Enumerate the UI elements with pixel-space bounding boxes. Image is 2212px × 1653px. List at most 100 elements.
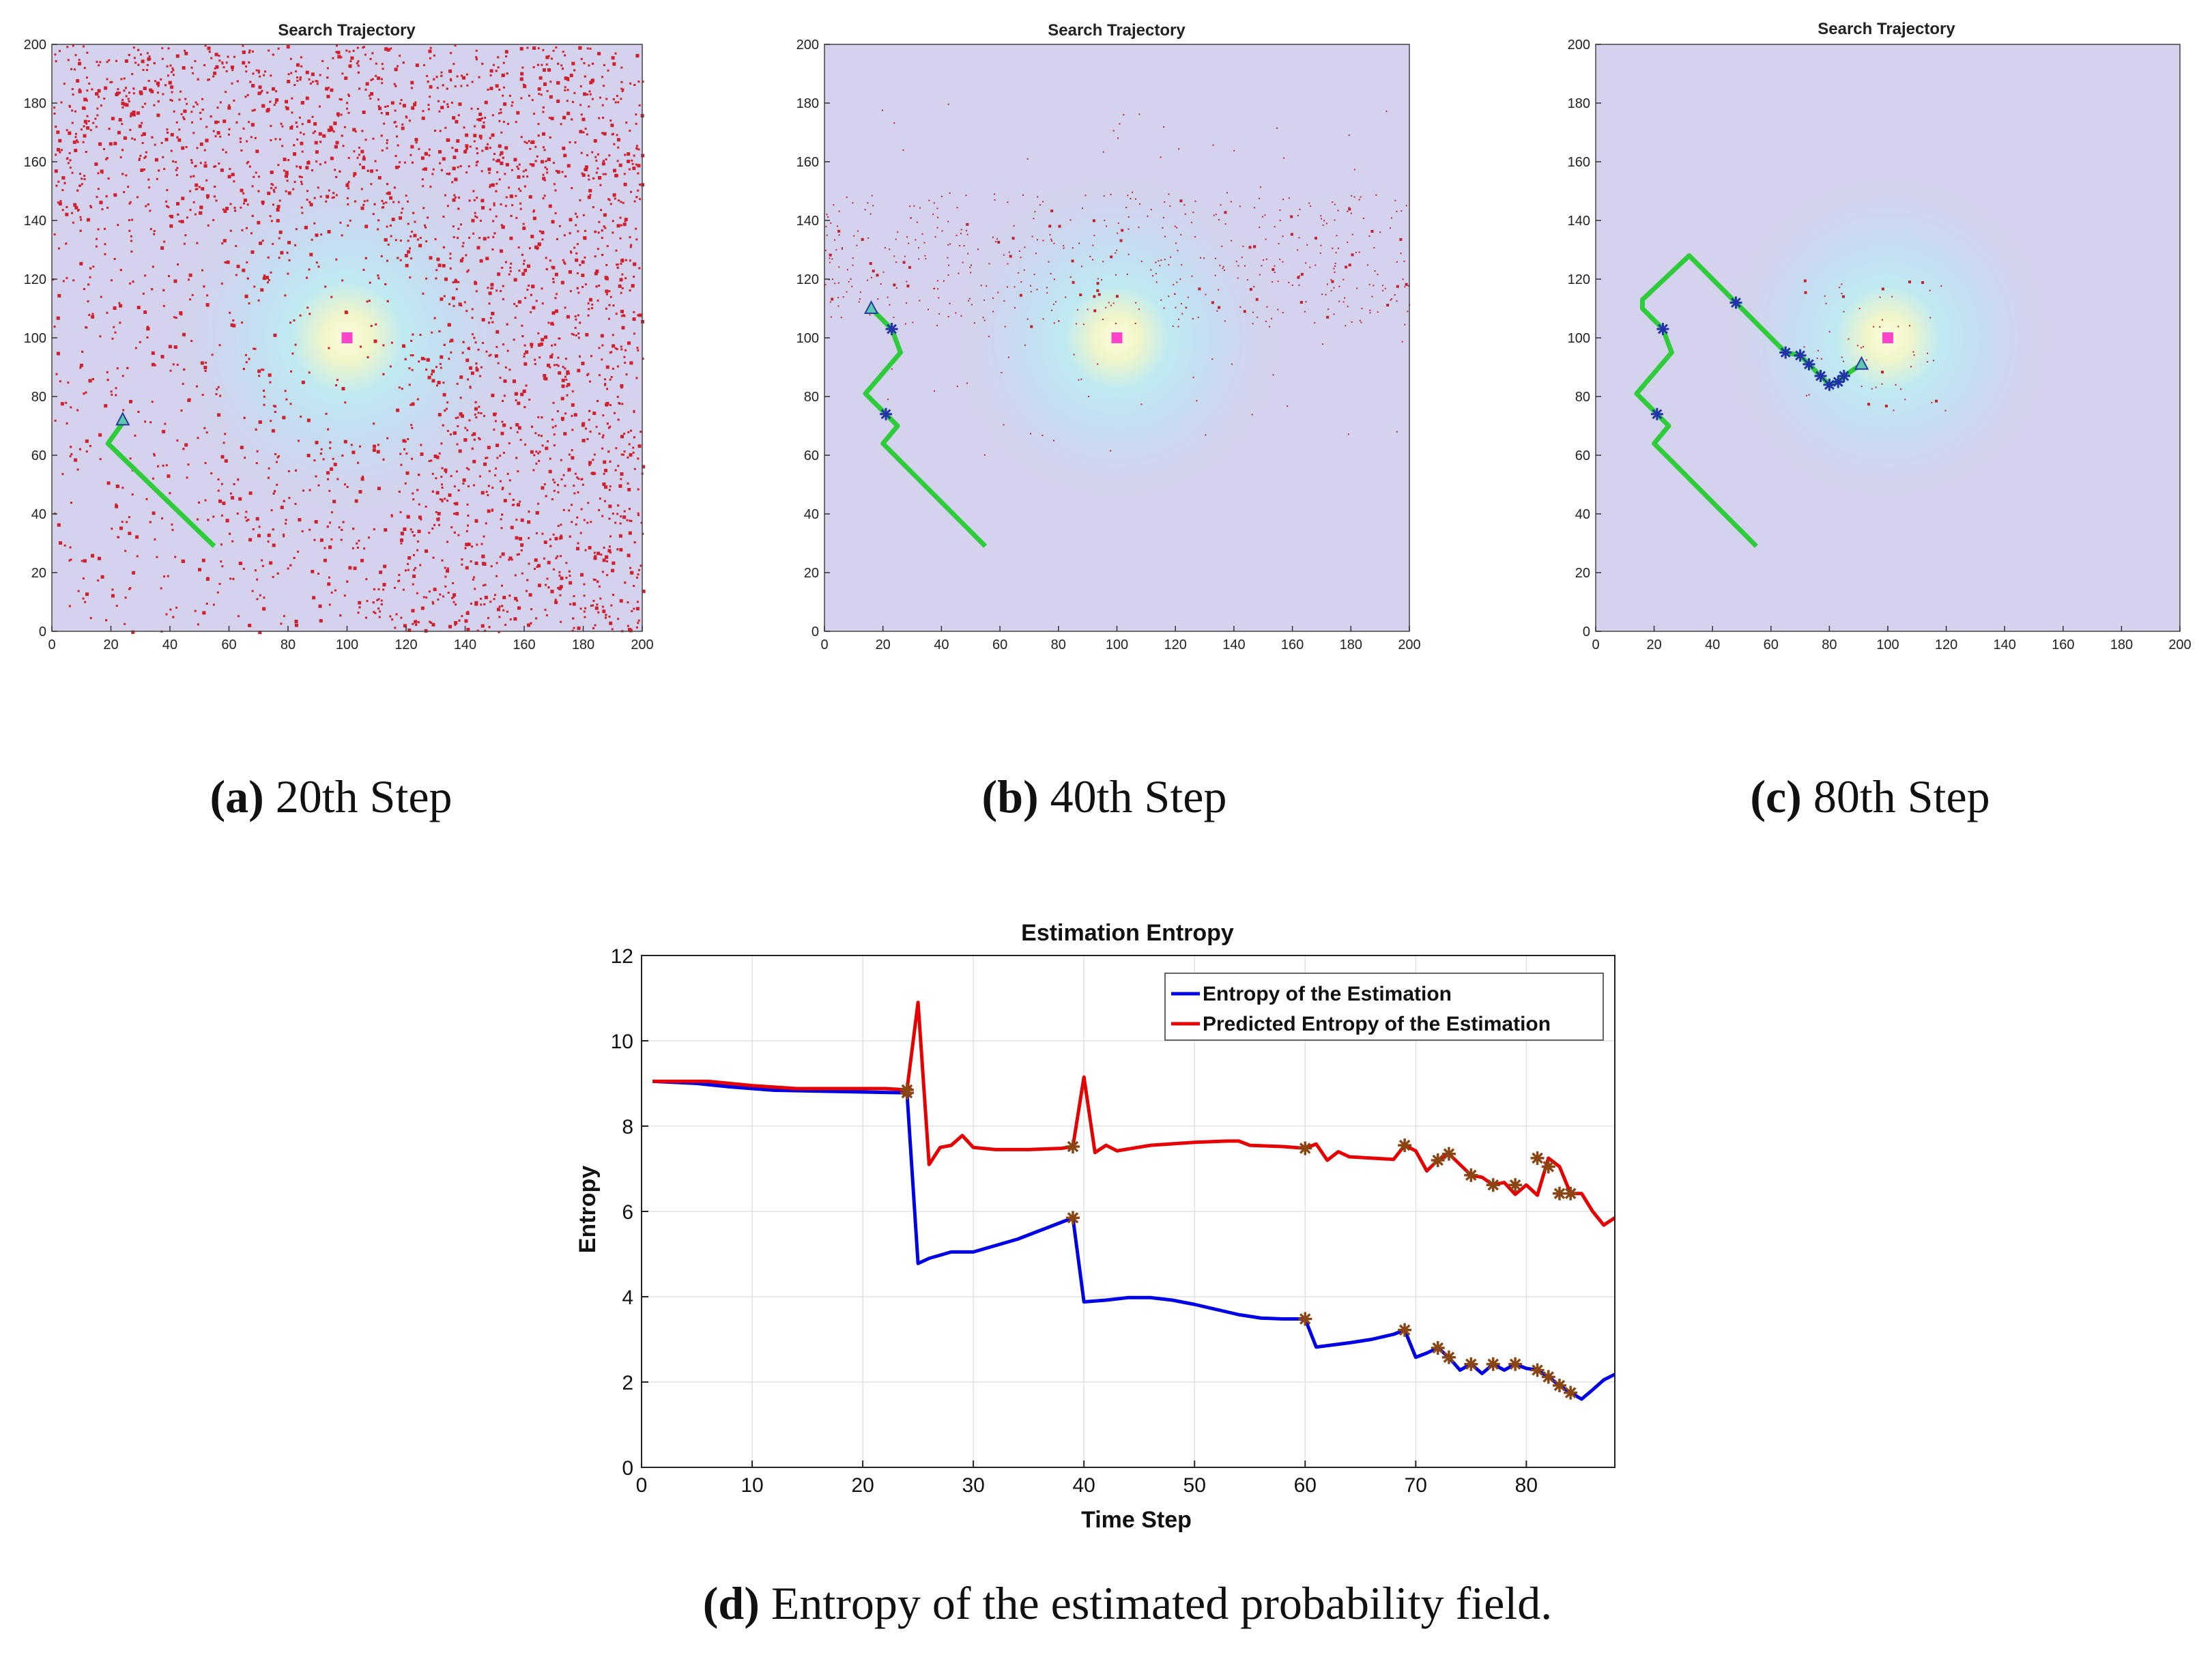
estimate-point — [500, 224, 503, 227]
estimate-point — [92, 121, 95, 124]
estimate-point — [257, 71, 260, 74]
estimate-point — [575, 258, 579, 262]
estimate-point — [341, 279, 344, 282]
estimate-point — [106, 379, 109, 382]
x-tick-label: 20 — [103, 637, 118, 652]
estimate-point — [341, 134, 343, 137]
estimate-point — [115, 485, 119, 489]
estimate-point — [284, 294, 287, 297]
estimate-point — [168, 81, 172, 85]
estimate-point — [584, 283, 587, 286]
estimate-point — [435, 511, 437, 513]
estimate-point — [99, 201, 103, 205]
estimate-point — [558, 586, 562, 590]
estimate-point — [1272, 281, 1274, 283]
estimate-point — [545, 495, 547, 498]
estimate-point — [421, 178, 424, 181]
estimate-point — [377, 274, 379, 277]
estimate-point — [635, 607, 640, 611]
estimate-point — [475, 49, 478, 52]
estimate-point — [592, 177, 595, 179]
estimate-point — [129, 399, 133, 403]
estimate-point — [859, 298, 861, 300]
estimate-point — [506, 610, 508, 613]
estimate-point — [564, 485, 566, 487]
estimate-point — [534, 432, 537, 435]
estimate-point — [257, 299, 260, 302]
estimate-point — [128, 91, 130, 94]
estimate-point — [478, 113, 483, 117]
estimate-point — [105, 195, 108, 198]
estimate-point — [480, 412, 483, 415]
estimate-point — [100, 169, 104, 173]
estimate-point — [56, 316, 60, 320]
estimate-point — [472, 484, 475, 487]
estimate-point — [221, 242, 224, 245]
estimate-point — [571, 449, 573, 452]
estimate-point — [116, 367, 119, 370]
estimate-point — [1211, 358, 1213, 360]
estimate-point — [499, 249, 503, 253]
estimate-point — [242, 61, 246, 65]
estimate-point — [594, 624, 597, 627]
estimate-point — [1253, 286, 1255, 288]
estimate-point — [545, 55, 549, 59]
measurement-star — [1779, 346, 1792, 359]
estimate-point — [497, 272, 501, 276]
estimate-point — [453, 601, 455, 603]
estimate-point — [994, 241, 996, 243]
estimate-point — [566, 370, 570, 374]
estimate-point — [248, 302, 250, 305]
estimate-point — [111, 337, 114, 340]
estimate-point — [460, 414, 464, 418]
estimate-point — [128, 532, 132, 536]
estimate-point — [414, 101, 417, 104]
estimate-point — [601, 76, 604, 78]
panel-b-title: Search Trajectory — [1048, 21, 1186, 40]
estimate-point — [642, 532, 644, 535]
estimate-point — [1218, 219, 1220, 221]
estimate-point — [1335, 252, 1337, 254]
estimate-point — [290, 370, 293, 373]
estimate-point — [592, 599, 595, 602]
estimate-point — [323, 558, 327, 562]
estimate-point — [199, 211, 203, 215]
estimate-point — [1843, 311, 1845, 313]
estimate-point — [231, 173, 235, 177]
estimate-point — [473, 336, 476, 339]
estimate-point — [601, 162, 605, 166]
estimate-point — [519, 207, 522, 210]
estimate-point — [311, 569, 315, 573]
y-tick-label: 6 — [622, 1201, 633, 1224]
estimate-point — [466, 429, 469, 431]
estimate-point — [487, 167, 491, 171]
estimate-point — [537, 123, 540, 126]
estimate-point — [538, 356, 541, 359]
estimate-point — [270, 220, 273, 222]
estimate-point — [577, 478, 580, 480]
estimate-point — [150, 89, 154, 94]
estimate-point — [147, 203, 149, 205]
estimate-point — [543, 149, 546, 152]
estimate-point — [431, 373, 433, 376]
estimate-point — [453, 194, 456, 197]
estimate-point — [1020, 281, 1022, 283]
estimate-point — [528, 140, 530, 143]
estimate-point — [608, 615, 611, 618]
estimate-point — [508, 594, 511, 597]
estimate-point — [412, 492, 414, 495]
estimate-point — [1135, 302, 1137, 304]
estimate-point — [353, 566, 357, 571]
estimate-point — [627, 152, 631, 156]
estimate-point — [272, 87, 276, 91]
estimate-point — [299, 167, 302, 169]
estimate-point — [392, 201, 395, 203]
estimate-point — [1266, 306, 1268, 308]
estimate-point — [113, 193, 117, 197]
estimate-point — [453, 304, 455, 307]
estimate-point — [148, 55, 151, 58]
estimate-point — [501, 266, 504, 269]
x-tick-label: 60 — [1294, 1474, 1317, 1497]
estimate-point — [314, 520, 318, 524]
estimate-point — [455, 603, 457, 606]
